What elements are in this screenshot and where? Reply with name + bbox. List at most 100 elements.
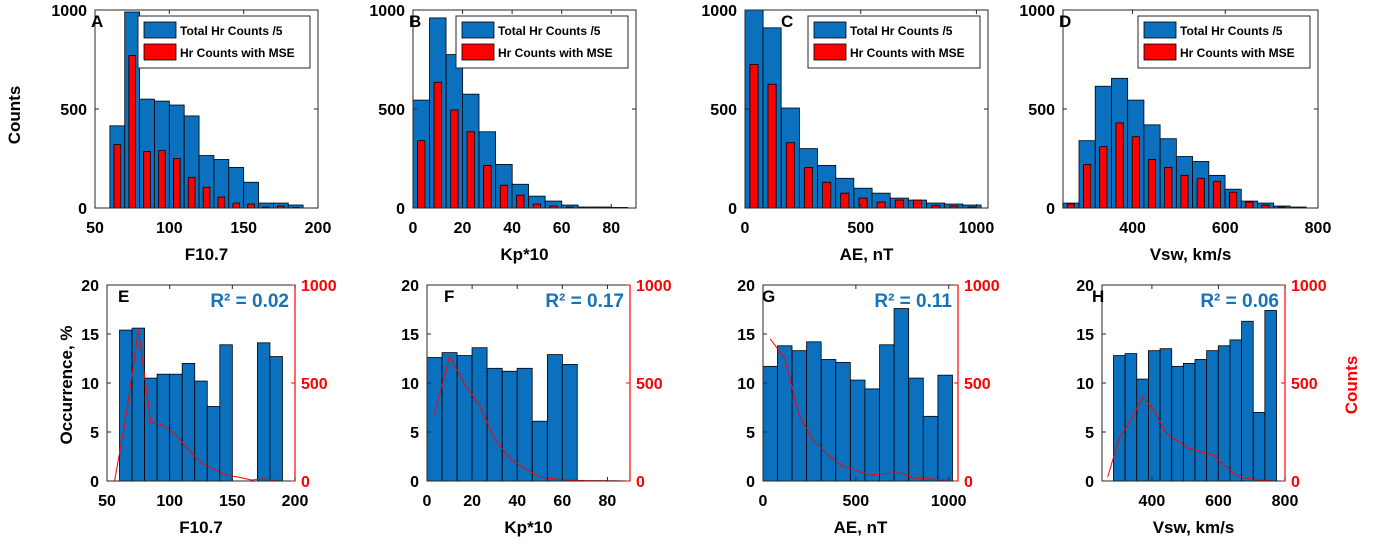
x-tick-label: 500	[843, 493, 870, 510]
y-tick-label: 0	[396, 201, 405, 218]
y-tick-label: 15	[737, 327, 755, 344]
y-tick-label: 10	[1076, 376, 1094, 393]
legend-swatch	[461, 43, 495, 61]
y2-tick-label: 0	[1291, 474, 1300, 491]
y2-tick-label: 1000	[964, 278, 1000, 295]
y-tick-label: 500	[1028, 102, 1055, 119]
y-tick-label: 1000	[51, 3, 87, 20]
bar	[269, 356, 283, 482]
legend-swatch	[813, 43, 847, 61]
bars	[109, 11, 304, 209]
bar	[1252, 411, 1266, 482]
x-tick-label: 200	[305, 220, 332, 237]
x-tick-label: 40	[508, 493, 526, 510]
bar	[1206, 350, 1219, 482]
bar	[762, 365, 778, 482]
x-tick-label: 50	[86, 220, 104, 237]
bar	[1113, 355, 1126, 482]
bars	[426, 347, 578, 482]
counts-line	[1107, 395, 1271, 481]
y-tick-label: 5	[1085, 425, 1094, 442]
bar	[169, 373, 183, 482]
r-squared-annotation: R² = 0.02	[210, 291, 289, 312]
bar	[417, 140, 426, 209]
panel-letter: E	[118, 287, 129, 306]
bar	[937, 374, 953, 482]
chart-panel-d: 400 600 800 0 500 1000 Vsw, km/s D Total Hr Coun…	[1019, 3, 1331, 264]
y-tick-label: 20	[401, 278, 419, 295]
panel-letter: A	[91, 12, 103, 31]
bar	[219, 344, 233, 482]
x-axis-label: AE, nT	[840, 245, 894, 264]
bar	[450, 109, 459, 209]
y-tick-label: 5	[90, 425, 99, 442]
x-axis-label: Vsw, km/s	[1150, 245, 1232, 264]
x-tick-label: 100	[156, 220, 183, 237]
bar	[893, 308, 910, 482]
x-tick-label: 1000	[931, 493, 967, 510]
bar	[119, 329, 133, 482]
legend: Total Hr Counts /5 Hr Counts with MSE	[1137, 15, 1311, 69]
y-tick-label: 15	[1076, 327, 1094, 344]
x-tick-label: 0	[409, 220, 418, 237]
bar	[1131, 136, 1140, 209]
bar	[922, 415, 939, 482]
bar	[879, 344, 895, 482]
bar	[441, 352, 458, 482]
bar	[850, 379, 866, 482]
y-tick-label: 0	[746, 474, 755, 491]
y-tick-label: 10	[401, 376, 419, 393]
x-tick-label: 800	[1272, 493, 1299, 510]
bar	[1229, 339, 1242, 482]
bar	[1264, 310, 1277, 482]
panel-letter: B	[409, 12, 421, 31]
bar	[232, 202, 240, 209]
x-tick-label: 800	[1305, 220, 1332, 237]
x-tick-label: 0	[423, 493, 432, 510]
bar	[516, 194, 525, 209]
bar	[194, 380, 208, 482]
x-tick-label: 50	[98, 493, 116, 510]
chart-panel-f: 0 20 40 60 80 0 5 10 15 20 0 500 1000 Kp*10 F R² = 0.17	[401, 278, 671, 537]
x-tick-label: 60	[553, 220, 571, 237]
legend-label: Total Hr Counts /5	[850, 24, 953, 38]
bar	[217, 196, 226, 209]
y-tick-label: 10	[737, 376, 755, 393]
x-axis-label: Vsw, km/s	[1153, 518, 1235, 537]
bar	[749, 64, 759, 209]
x-axis-label: Kp*10	[504, 518, 552, 537]
y-tick-label: 1000	[701, 3, 737, 20]
bar	[483, 165, 492, 209]
chart-panel-a: 50 100 150 200 0 500 1000 F10.7 A Total Hr Counts…	[51, 3, 331, 264]
bar	[206, 406, 221, 482]
y2-tick-label: 500	[301, 376, 328, 393]
y2-tick-label: 0	[301, 474, 310, 491]
y2-tick-label: 1000	[1291, 278, 1327, 295]
legend-label: Total Hr Counts /5	[498, 24, 601, 38]
bar	[128, 55, 136, 209]
r-squared-annotation: R² = 0.11	[874, 291, 952, 312]
bar	[767, 83, 777, 209]
bar	[1115, 122, 1124, 209]
bar	[1241, 320, 1254, 482]
legend-label: Hr Counts with MSE	[850, 46, 965, 60]
bar	[820, 359, 837, 482]
panel-letter: H	[1092, 287, 1104, 306]
y2-tick-label: 500	[964, 376, 991, 393]
bar	[1147, 159, 1157, 209]
y2-tick-label: 500	[1291, 376, 1318, 393]
legend-swatch	[1143, 21, 1177, 39]
bar	[1164, 167, 1173, 209]
y2-tick-label: 0	[964, 474, 973, 491]
x-tick-label: 150	[230, 220, 257, 237]
bar	[1159, 348, 1173, 482]
y-tick-label: 15	[401, 327, 419, 344]
y-tick-label: 1000	[369, 3, 405, 20]
y-tick-label: 500	[710, 102, 737, 119]
bar	[247, 203, 255, 209]
x-tick-label: 100	[156, 493, 183, 510]
panel-letter: D	[1059, 12, 1071, 31]
bar	[908, 377, 924, 482]
